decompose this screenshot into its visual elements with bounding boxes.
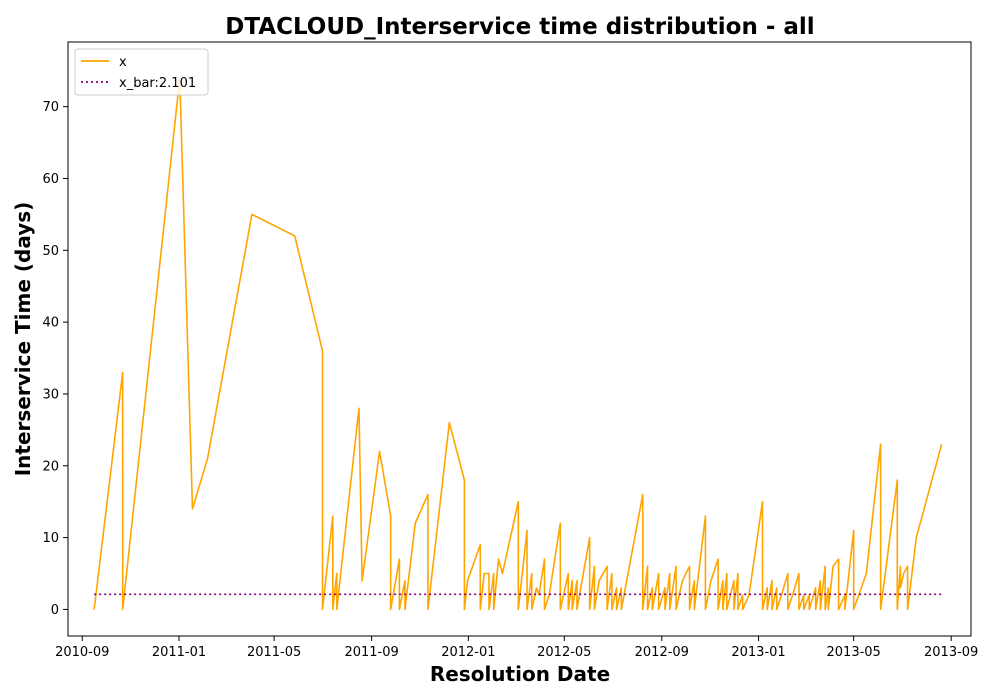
y-tick-label: 70	[42, 100, 59, 115]
y-tick-label: 50	[42, 244, 59, 259]
y-axis-label: Interservice Time (days)	[11, 202, 35, 477]
x-tick-label: 2011-09	[344, 645, 398, 660]
x-tick-label: 2012-05	[537, 645, 591, 660]
x-tick-label: 2011-05	[247, 645, 301, 660]
x-axis-label: Resolution Date	[430, 662, 610, 686]
y-tick-label: 40	[42, 316, 59, 331]
y-tick-label: 0	[51, 603, 59, 618]
x-tick-label: 2012-01	[441, 645, 495, 660]
x-tick-label: 2010-09	[55, 645, 109, 660]
x-tick-label: 2013-05	[827, 645, 881, 660]
legend-label-x: x	[119, 55, 127, 70]
axes-frame	[67, 41, 972, 637]
x-tick-label: 2012-09	[635, 645, 689, 660]
x-axis-ticks: 2010-09 2011-01 2011-05 2011-09 2012-01 2012-…	[55, 636, 978, 660]
x-tick-label: 2013-09	[924, 645, 978, 660]
legend-label-x-bar: x_bar:2.101	[119, 76, 196, 91]
x-tick-label: 2011-01	[152, 645, 206, 660]
legend: x x_bar:2.101	[74, 48, 209, 96]
y-axis-ticks: 0 10 20 30 40 50 60 70	[42, 100, 68, 618]
series-layer	[93, 77, 943, 611]
y-tick-label: 10	[42, 531, 59, 546]
y-tick-label: 30	[42, 387, 59, 402]
plot-area	[67, 41, 972, 637]
x-tick-label: 2013-01	[731, 645, 785, 660]
chart-title: DTACLOUD_Interservice time distribution …	[225, 14, 814, 40]
series-line-x	[93, 77, 943, 611]
y-tick-label: 20	[42, 459, 59, 474]
y-tick-label: 60	[42, 172, 59, 187]
